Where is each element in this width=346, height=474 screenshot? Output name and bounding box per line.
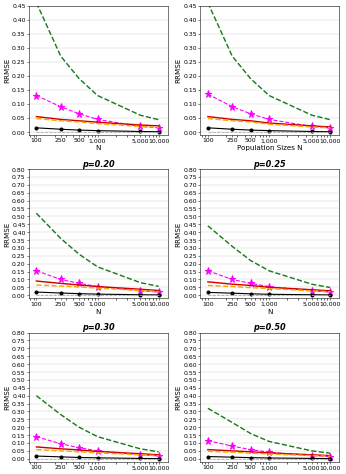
X-axis label: N: N: [267, 309, 272, 315]
Y-axis label: RRMSE: RRMSE: [175, 58, 182, 83]
Title: p=0.30: p=0.30: [82, 323, 115, 332]
Y-axis label: RRMSE: RRMSE: [4, 221, 10, 246]
Y-axis label: RRMSE: RRMSE: [175, 221, 182, 246]
Title: p=0.50: p=0.50: [253, 323, 286, 332]
Y-axis label: RRMSE: RRMSE: [4, 58, 10, 83]
X-axis label: N: N: [95, 145, 101, 151]
Title: p=0.25: p=0.25: [253, 159, 286, 168]
X-axis label: N: N: [95, 309, 101, 315]
X-axis label: Population Sizes N: Population Sizes N: [237, 145, 302, 151]
Title: p=0.20: p=0.20: [82, 159, 115, 168]
Y-axis label: RRMSE: RRMSE: [175, 385, 182, 410]
Y-axis label: RRMSE: RRMSE: [4, 385, 10, 410]
